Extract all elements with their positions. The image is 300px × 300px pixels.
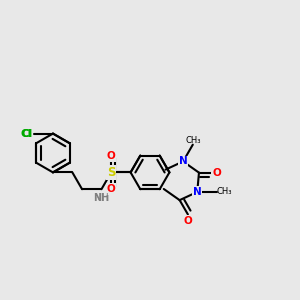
Text: NH: NH xyxy=(94,193,109,203)
Text: O: O xyxy=(107,151,116,161)
Text: N: N xyxy=(193,187,202,197)
Text: S: S xyxy=(107,166,116,179)
Text: NH: NH xyxy=(93,193,110,203)
Text: S: S xyxy=(107,166,116,179)
Text: O: O xyxy=(107,184,116,194)
Text: O: O xyxy=(107,184,116,194)
Text: O: O xyxy=(107,151,116,161)
Text: Cl: Cl xyxy=(21,129,32,139)
Text: O: O xyxy=(184,216,192,226)
Text: CH₃: CH₃ xyxy=(217,188,232,196)
Text: Cl: Cl xyxy=(21,129,33,139)
Text: CH₃: CH₃ xyxy=(185,136,200,145)
Text: O: O xyxy=(212,168,221,178)
Text: N: N xyxy=(179,157,188,166)
